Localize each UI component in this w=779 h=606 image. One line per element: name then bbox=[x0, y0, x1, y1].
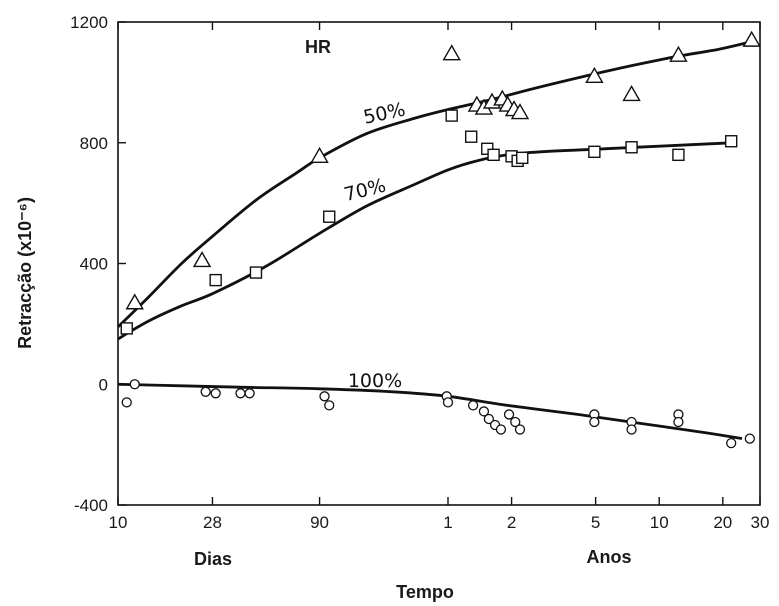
circle-marker bbox=[467, 400, 479, 411]
circle-marker bbox=[478, 406, 490, 417]
x-axis-label: Tempo bbox=[396, 582, 454, 602]
series-label-100: 100% bbox=[348, 370, 402, 392]
square-marker bbox=[445, 109, 458, 122]
circle-marker bbox=[129, 379, 140, 390]
x-group-label-days: Dias bbox=[194, 549, 232, 569]
curve-layer bbox=[117, 40, 753, 440]
marker-layer bbox=[120, 30, 761, 449]
tick-layer: -400 0 400 800 1200 10 28 90 1 2 5 10 20 30 bbox=[70, 13, 769, 532]
square-marker bbox=[588, 145, 601, 159]
x-group-label-years: Anos bbox=[587, 547, 632, 567]
triangle-marker bbox=[585, 66, 604, 84]
circle-marker bbox=[210, 388, 221, 399]
square-marker bbox=[487, 148, 500, 162]
y-tick-label: 0 bbox=[99, 375, 108, 394]
x-tick-label: 90 bbox=[310, 513, 329, 532]
square-marker bbox=[120, 322, 133, 335]
x-tick-label: 2 bbox=[507, 513, 516, 532]
triangle-marker bbox=[622, 85, 641, 102]
square-marker bbox=[209, 273, 222, 287]
triangle-marker bbox=[669, 45, 688, 62]
circle-marker bbox=[442, 397, 454, 408]
triangle-marker bbox=[192, 251, 212, 268]
legend-title: HR bbox=[305, 37, 331, 57]
circle-marker bbox=[503, 409, 515, 420]
triangle-marker bbox=[510, 103, 530, 120]
square-marker bbox=[249, 266, 263, 279]
series-curve bbox=[117, 40, 753, 328]
y-tick-label: 800 bbox=[80, 134, 108, 153]
circle-marker bbox=[589, 416, 600, 428]
circle-marker bbox=[319, 391, 330, 402]
triangle-marker bbox=[442, 44, 461, 61]
x-tick-label: 5 bbox=[591, 513, 600, 532]
x-tick-label: 28 bbox=[203, 513, 222, 532]
circle-marker bbox=[495, 424, 507, 435]
triangle-marker bbox=[310, 146, 329, 164]
y-axis-label: Retracção (x10⁻⁶) bbox=[15, 197, 35, 349]
square-marker bbox=[516, 151, 529, 165]
x-tick-label: 20 bbox=[713, 513, 732, 532]
circle-marker bbox=[514, 424, 526, 435]
circle-marker bbox=[483, 413, 495, 425]
circle-marker bbox=[244, 388, 255, 399]
y-tick-label: 400 bbox=[80, 255, 108, 274]
x-tick-label: 10 bbox=[109, 513, 128, 532]
square-marker bbox=[725, 135, 738, 148]
plot-frame bbox=[117, 21, 761, 506]
circle-marker bbox=[626, 424, 637, 435]
circle-marker bbox=[673, 416, 684, 428]
x-tick-label: 1 bbox=[443, 513, 452, 532]
plot-border bbox=[117, 21, 761, 506]
series-curve bbox=[117, 141, 732, 341]
y-tick-label: -400 bbox=[74, 496, 108, 515]
circle-marker bbox=[121, 397, 132, 408]
circle-marker bbox=[726, 437, 737, 449]
square-marker bbox=[323, 210, 336, 223]
series-label-50: 50% bbox=[361, 98, 407, 128]
x-tick-label: 10 bbox=[650, 513, 669, 532]
circle-marker bbox=[235, 388, 246, 399]
triangle-marker bbox=[742, 30, 761, 47]
series-label-70: 70% bbox=[342, 175, 388, 207]
circle-marker bbox=[510, 416, 521, 428]
circle-marker bbox=[200, 386, 211, 397]
square-marker bbox=[464, 130, 478, 143]
square-marker bbox=[672, 148, 685, 162]
circle-marker bbox=[324, 400, 335, 411]
y-tick-label: 1200 bbox=[70, 13, 108, 32]
circle-marker bbox=[744, 433, 755, 444]
triangle-marker bbox=[125, 293, 144, 310]
x-tick-label: 30 bbox=[751, 513, 770, 532]
square-marker bbox=[625, 141, 638, 154]
